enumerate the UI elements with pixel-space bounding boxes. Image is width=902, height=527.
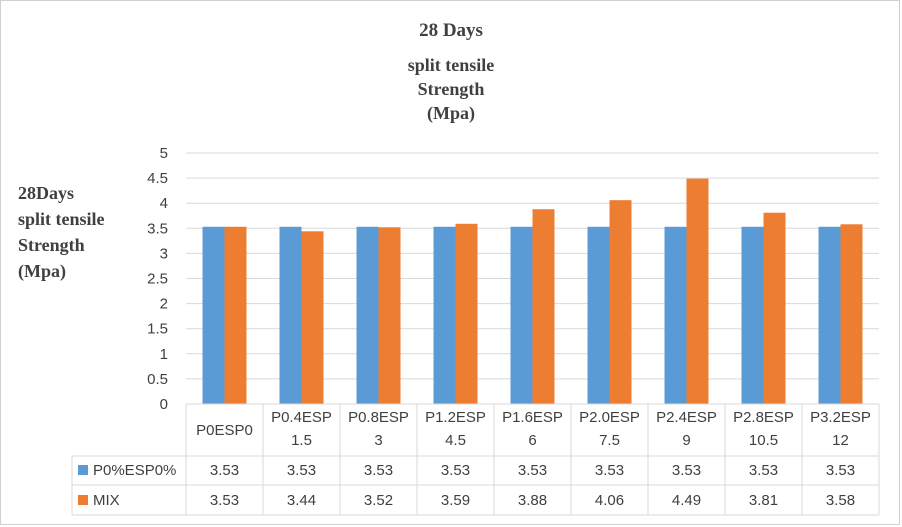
data-value-label: 3.53 [595, 462, 624, 479]
x-category-label: P2.8ESP [733, 409, 794, 426]
x-category-label: 4.5 [445, 432, 466, 449]
y-axis-label: 28Days split tensile Strength (Mpa) [18, 180, 105, 284]
subtitle-line: split tensile [407, 55, 495, 75]
bar-mix [224, 226, 247, 404]
bar-mix [763, 212, 786, 404]
y-tick-label: 5 [160, 145, 168, 162]
x-category-label: P0.8ESP [348, 409, 409, 426]
bar-mix [840, 224, 863, 404]
data-value-label: 4.49 [672, 492, 701, 509]
y-tick-label: 4 [160, 195, 168, 212]
x-category-label: 7.5 [599, 432, 620, 449]
chart-title: 28 Days [419, 20, 483, 41]
bar-baseline [741, 226, 764, 404]
data-value-label: 3.58 [826, 492, 855, 509]
y-tick-label: 0 [160, 396, 168, 413]
y-axis-label-line: Strength [18, 235, 85, 255]
y-axis-label-line: (Mpa) [18, 261, 66, 281]
x-category-label: P1.6ESP [502, 409, 563, 426]
data-value-label: 3.53 [749, 462, 778, 479]
data-value-label: 3.52 [364, 492, 393, 509]
x-category-label: 1.5 [291, 432, 312, 449]
bar-mix [455, 223, 478, 404]
data-value-label: 3.59 [441, 492, 470, 509]
bar-baseline [279, 226, 302, 404]
bar-mix [609, 200, 632, 404]
x-category-label: P1.2ESP [425, 409, 486, 426]
data-value-label: 3.53 [287, 462, 316, 479]
x-category-label: 12 [832, 432, 849, 449]
x-category-label: 3 [374, 432, 382, 449]
bar-mix [301, 231, 324, 404]
data-value-label: 3.81 [749, 492, 778, 509]
bar-baseline [587, 226, 610, 404]
x-category-label: P0ESP0 [196, 422, 253, 439]
y-tick-label: 2.5 [147, 271, 168, 288]
y-tick-label: 1.5 [147, 321, 168, 338]
data-value-label: 3.53 [364, 462, 393, 479]
legend-key-baseline [78, 465, 88, 475]
y-tick-label: 2 [160, 296, 168, 313]
chart-subtitle: split tensile Strength (Mpa) [0, 53, 902, 125]
bar-mix [686, 178, 709, 404]
x-category-label: P3.2ESP [810, 409, 871, 426]
bar-baseline [510, 226, 533, 404]
legend-series-name: MIX [93, 492, 120, 509]
data-value-label: 3.44 [287, 492, 316, 509]
bar-mix [378, 227, 401, 404]
data-value-label: 3.53 [210, 462, 239, 479]
y-tick-label: 3 [160, 245, 168, 262]
subtitle-line: Strength [417, 79, 485, 99]
legend-series-name: P0%ESP0% [93, 462, 176, 479]
bar-baseline [356, 226, 379, 404]
bar-baseline [202, 226, 225, 404]
subtitle-line: (Mpa) [427, 103, 475, 123]
y-axis-label-line: 28Days [18, 183, 75, 203]
legend-key-mix [78, 495, 88, 505]
x-category-label: 9 [682, 432, 690, 449]
bar-mix [532, 209, 555, 404]
y-tick-label: 4.5 [147, 170, 168, 187]
x-category-label: P2.0ESP [579, 409, 640, 426]
data-value-label: 3.53 [672, 462, 701, 479]
y-tick-label: 0.5 [147, 371, 168, 388]
bar-baseline [433, 226, 456, 404]
data-value-label: 3.53 [518, 462, 547, 479]
x-category-label: P0.4ESP [271, 409, 332, 426]
x-category-label: 10.5 [749, 432, 778, 449]
y-axis-label-line: split tensile [18, 209, 105, 229]
bar-baseline [818, 226, 841, 404]
data-value-label: 3.53 [826, 462, 855, 479]
data-value-label: 3.53 [210, 492, 239, 509]
data-value-label: 3.88 [518, 492, 547, 509]
bar-baseline [664, 226, 687, 404]
x-category-label: P2.4ESP [656, 409, 717, 426]
y-tick-label: 3.5 [147, 220, 168, 237]
y-tick-label: 1 [160, 346, 168, 363]
data-value-label: 4.06 [595, 492, 624, 509]
x-category-label: 6 [528, 432, 536, 449]
data-value-label: 3.53 [441, 462, 470, 479]
